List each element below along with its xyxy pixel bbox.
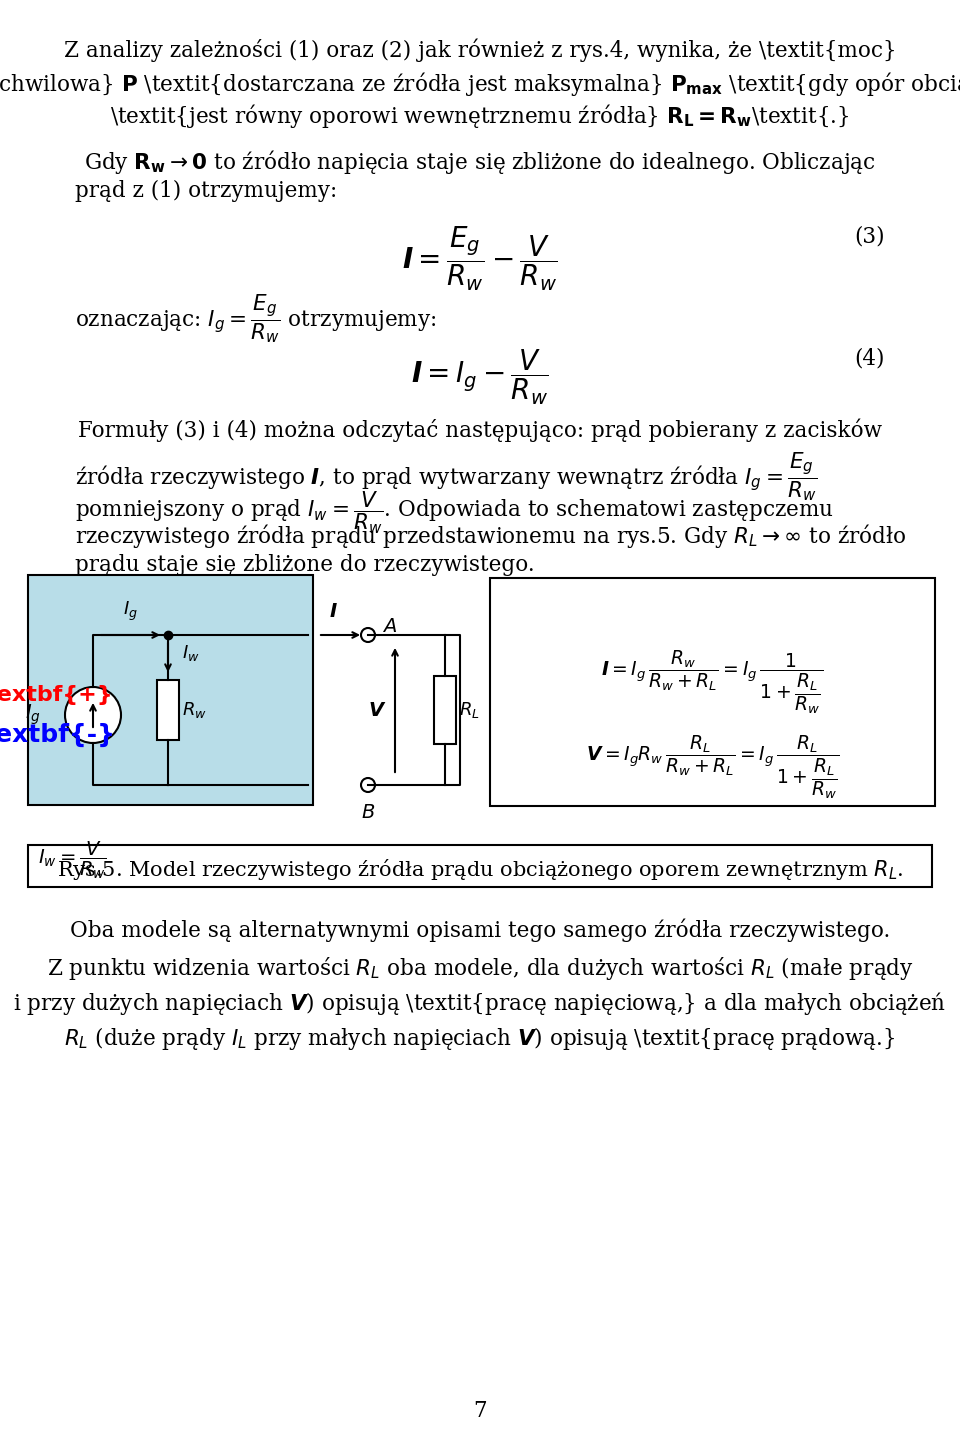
- Bar: [434, 677, 456, 744]
- Text: Z punktu widzenia wartości $\boldsymbol{R_L}$ oba modele, dla dużych wartości $\: Z punktu widzenia wartości $\boldsymbol{…: [47, 955, 913, 982]
- Text: Gdy $\mathbf{R_w} \rightarrow \mathbf{0}$ to źródło napięcia staje się zbliżone : Gdy $\mathbf{R_w} \rightarrow \mathbf{0}…: [84, 148, 876, 176]
- Text: (4): (4): [854, 348, 885, 370]
- Circle shape: [65, 687, 121, 743]
- Text: $\boldsymbol{I_g}$: $\boldsymbol{I_g}$: [123, 599, 138, 622]
- Text: Rys.5. Model rzeczywistego źródła prądu obciążonego oporem zewnętrznym $\boldsym: Rys.5. Model rzeczywistego źródła prądu …: [57, 856, 903, 882]
- Text: pomniejszony o prąd $\boldsymbol{I_w} = \dfrac{V}{R_w}$. Odpowiada to schematowi: pomniejszony o prąd $\boldsymbol{I_w} = …: [75, 490, 834, 536]
- Text: źródła rzeczywistego $\boldsymbol{I}$, to prąd wytwarzany wewnątrz źródła $\bold: źródła rzeczywistego $\boldsymbol{I}$, t…: [75, 450, 817, 503]
- Text: i przy dużych napięciach $\boldsymbol{V}$) opisują \textit{pracę napięciową,} a : i przy dużych napięciach $\boldsymbol{V}…: [13, 989, 947, 1017]
- Text: \textbf{+}: \textbf{+}: [0, 685, 112, 706]
- Text: 7: 7: [473, 1400, 487, 1423]
- Text: prądu staje się zbliżone do rzeczywistego.: prądu staje się zbliżone do rzeczywisteg…: [75, 554, 535, 576]
- Text: \textit{chwilowa} $\mathbf{P}$ \textit{dostarczana ze źródła jest maksymalna} $\: \textit{chwilowa} $\mathbf{P}$ \textit{d…: [0, 70, 960, 98]
- Text: Z analizy zależności (1) oraz (2) jak również z rys.4, wynika, że \textit{moc}: Z analizy zależności (1) oraz (2) jak ró…: [63, 37, 897, 62]
- Text: Formuły (3) i (4) można odczytać następująco: prąd pobierany z zacisków: Formuły (3) i (4) można odczytać następu…: [78, 417, 882, 442]
- Text: $\boldsymbol{I} = \boldsymbol{I_g} - \dfrac{V}{R_w}$: $\boldsymbol{I} = \boldsymbol{I_g} - \df…: [411, 348, 549, 407]
- Text: $\boldsymbol{I}$: $\boldsymbol{I}$: [328, 602, 337, 621]
- Text: $\boldsymbol{I} = \dfrac{E_g}{R_w} - \dfrac{V}{R_w}$: $\boldsymbol{I} = \dfrac{E_g}{R_w} - \df…: [402, 225, 558, 294]
- Text: $\boldsymbol{I_w} = \dfrac{V}{R_w}$: $\boldsymbol{I_w} = \dfrac{V}{R_w}$: [38, 840, 107, 882]
- Text: $\boldsymbol{R_L}$: $\boldsymbol{R_L}$: [459, 700, 480, 720]
- Text: prąd z (1) otrzymujemy:: prąd z (1) otrzymujemy:: [75, 181, 337, 202]
- Text: $\boldsymbol{R_w}$: $\boldsymbol{R_w}$: [182, 700, 206, 720]
- Text: $\boldsymbol{I_w}$: $\boldsymbol{I_w}$: [182, 642, 200, 663]
- Text: Oba modele są alternatywnymi opisami tego samego źródła rzeczywistego.: Oba modele są alternatywnymi opisami teg…: [70, 918, 890, 942]
- Bar: [28, 575, 313, 804]
- Text: $\boldsymbol{I_g}$: $\boldsymbol{I_g}$: [25, 703, 41, 727]
- Text: rzeczywistego źródła prądu przedstawionemu na rys.5. Gdy $\boldsymbol{R_L} \righ: rzeczywistego źródła prądu przedstawione…: [75, 522, 906, 551]
- Text: \textit{jest równy oporowi wewnętrznemu źródła} $\mathbf{R_L = R_w}$\textit{.}: \textit{jest równy oporowi wewnętrznemu …: [110, 102, 850, 130]
- Text: $\boldsymbol{R_L}$ (duże prądy $\boldsymbol{I_L}$ przy małych napięciach $\bolds: $\boldsymbol{R_L}$ (duże prądy $\boldsym…: [64, 1025, 896, 1053]
- Text: $\boldsymbol{I} = \boldsymbol{I_g}\,\dfrac{R_w}{R_w + R_L} = \boldsymbol{I_g}\,\: $\boldsymbol{I} = \boldsymbol{I_g}\,\dfr…: [602, 648, 824, 716]
- Text: $A$: $A$: [382, 618, 397, 637]
- Text: oznaczając: $\boldsymbol{I_g} = \dfrac{E_g}{R_w}$ otrzymujemy:: oznaczając: $\boldsymbol{I_g} = \dfrac{E…: [75, 293, 437, 344]
- Text: $\boldsymbol{V}$: $\boldsymbol{V}$: [368, 700, 386, 720]
- Bar: [157, 680, 179, 740]
- FancyBboxPatch shape: [28, 845, 932, 888]
- Circle shape: [361, 628, 375, 642]
- Circle shape: [361, 779, 375, 792]
- Text: (3): (3): [854, 225, 885, 247]
- Text: $\boldsymbol{V} = \boldsymbol{I_g} R_w\,\dfrac{R_L}{R_w + R_L} = \boldsymbol{I_g: $\boldsymbol{V} = \boldsymbol{I_g} R_w\,…: [586, 733, 839, 800]
- FancyBboxPatch shape: [490, 578, 935, 806]
- Text: $B$: $B$: [361, 803, 375, 822]
- Text: \textbf{-}: \textbf{-}: [0, 723, 115, 747]
